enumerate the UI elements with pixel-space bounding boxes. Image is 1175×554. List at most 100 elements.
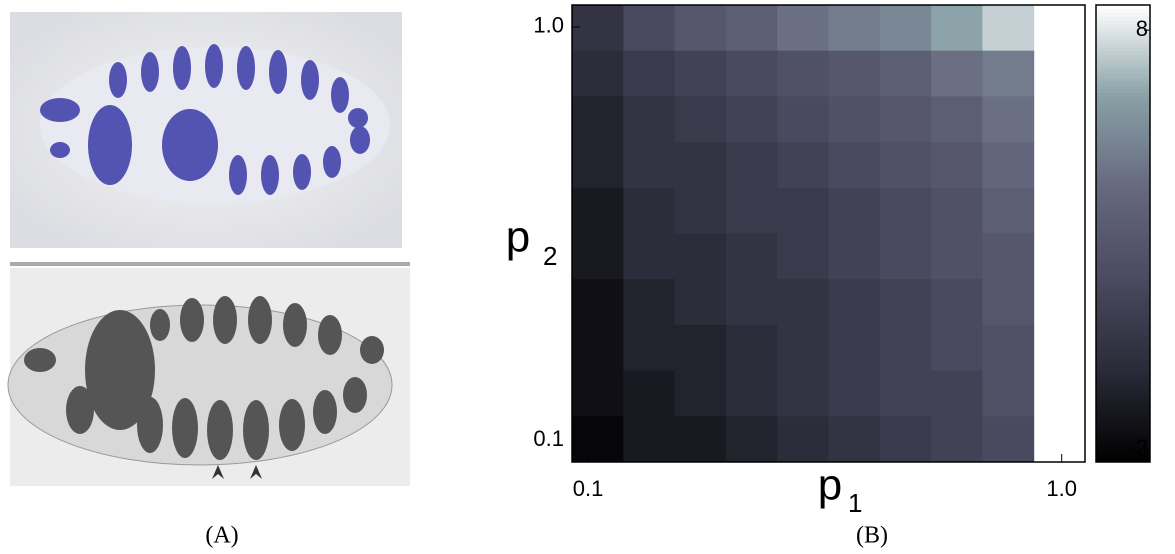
heatmap-cell (829, 5, 881, 51)
colorbar-stripe (1096, 214, 1150, 218)
heatmap-cell (829, 96, 881, 142)
heatmap-cell (982, 371, 1034, 417)
colorbar-stripe (1096, 77, 1150, 81)
colorbar-stripe (1096, 123, 1150, 127)
colorbar-stripe (1096, 424, 1150, 428)
colorbar-stripe (1096, 352, 1150, 356)
heatmap-cell (572, 234, 624, 280)
heatmap-cell (777, 416, 829, 462)
heatmap-cell (777, 5, 829, 51)
heatmap-cell (777, 188, 829, 234)
colorbar-stripe (1096, 169, 1150, 173)
photo-bottom (8, 268, 410, 486)
colorbar-stripe (1096, 325, 1150, 329)
heatmap-cell (880, 234, 932, 280)
heatmap-cell (931, 51, 983, 97)
colorbar-stripe (1096, 321, 1150, 325)
heatmap-cell (572, 371, 624, 417)
heatmap-cell (675, 96, 727, 142)
colorbar-stripe (1096, 119, 1150, 123)
heatmap-cell (880, 371, 932, 417)
colorbar-stripe (1096, 157, 1150, 161)
heatmap-cell (777, 51, 829, 97)
colorbar-stripe (1096, 390, 1150, 394)
colorbar-stripe (1096, 298, 1150, 302)
colorbar-stripe (1096, 371, 1150, 375)
colorbar-stripe (1096, 188, 1150, 192)
colorbar-stripe (1096, 112, 1150, 116)
colorbar-stripe (1096, 241, 1150, 245)
colorbar-stripe (1096, 199, 1150, 203)
heatmap-cell (726, 51, 778, 97)
heatmap-cell (982, 325, 1034, 371)
colorbar-stripe (1096, 378, 1150, 382)
colorbar-stripe (1096, 165, 1150, 169)
colorbar-stripe (1096, 329, 1150, 333)
colorbar-stripe (1096, 203, 1150, 207)
heatmap-cell (880, 279, 932, 325)
heatmap-cell (675, 416, 727, 462)
heatmap-cell (931, 416, 983, 462)
heatmap-cell (726, 325, 778, 371)
colorbar-stripe (1096, 142, 1150, 146)
heatmap-cell (726, 5, 778, 51)
colorbar-stripe (1096, 58, 1150, 62)
colorbar-stripe (1096, 127, 1150, 131)
heatmap-cell (931, 142, 983, 188)
colorbar-stripe (1096, 245, 1150, 249)
heatmap-cell (623, 371, 675, 417)
heatmap-cell (777, 371, 829, 417)
colorbar-stripe (1096, 146, 1150, 150)
heatmap-cell (726, 279, 778, 325)
heatmap-cell (777, 325, 829, 371)
heatmap-cell (675, 371, 727, 417)
heatmap-cell (572, 5, 624, 51)
heatmap-cell (572, 416, 624, 462)
colorbar-stripe (1096, 131, 1150, 135)
colorbar-stripe (1096, 344, 1150, 348)
heatmap-cell (726, 416, 778, 462)
colorbar-stripe (1096, 287, 1150, 291)
colorbar-stripe (1096, 237, 1150, 241)
heatmap-cell (623, 5, 675, 51)
colorbar-stripe (1096, 313, 1150, 317)
heatmap-cell (880, 96, 932, 142)
colorbar-stripe (1096, 89, 1150, 93)
colorbar-stripe (1096, 249, 1150, 253)
heatmap-cell (675, 5, 727, 51)
colorbar-stripe (1096, 108, 1150, 112)
colorbar-stripe (1096, 115, 1150, 119)
heatmap-cell (777, 96, 829, 142)
heatmap-cell (726, 96, 778, 142)
heatmap-cell (623, 188, 675, 234)
heatmap-cell (623, 325, 675, 371)
colorbar-stripe (1096, 359, 1150, 363)
colorbar-stripe (1096, 374, 1150, 378)
y-tick-label: 1.0 (533, 13, 564, 38)
heatmap-cell (623, 96, 675, 142)
colorbar-stripe (1096, 81, 1150, 85)
heatmap-cell (572, 325, 624, 371)
heatmap-cell (982, 142, 1034, 188)
colorbar-stripe (1096, 283, 1150, 287)
colorbar-stripe (1096, 401, 1150, 405)
heatmap-cell (982, 279, 1034, 325)
y-axis-label: p (506, 213, 530, 262)
heatmap-cell (623, 51, 675, 97)
heatmap (572, 5, 1085, 463)
heatmap-cell (829, 371, 881, 417)
colorbar-stripe (1096, 355, 1150, 359)
colorbar-stripe (1096, 51, 1150, 55)
heatmap-cell (982, 234, 1034, 280)
heatmap-cell (982, 416, 1034, 462)
colorbar-stripe (1096, 150, 1150, 154)
heatmap-cell (931, 234, 983, 280)
heatmap-cell (623, 416, 675, 462)
heatmap-cell (572, 51, 624, 97)
colorbar-stripe (1096, 218, 1150, 222)
colorbar-stripe (1096, 336, 1150, 340)
colorbar-stripe (1096, 161, 1150, 165)
colorbar-stripe (1096, 420, 1150, 424)
colorbar-stripe (1096, 291, 1150, 295)
heatmap-cell (829, 51, 881, 97)
